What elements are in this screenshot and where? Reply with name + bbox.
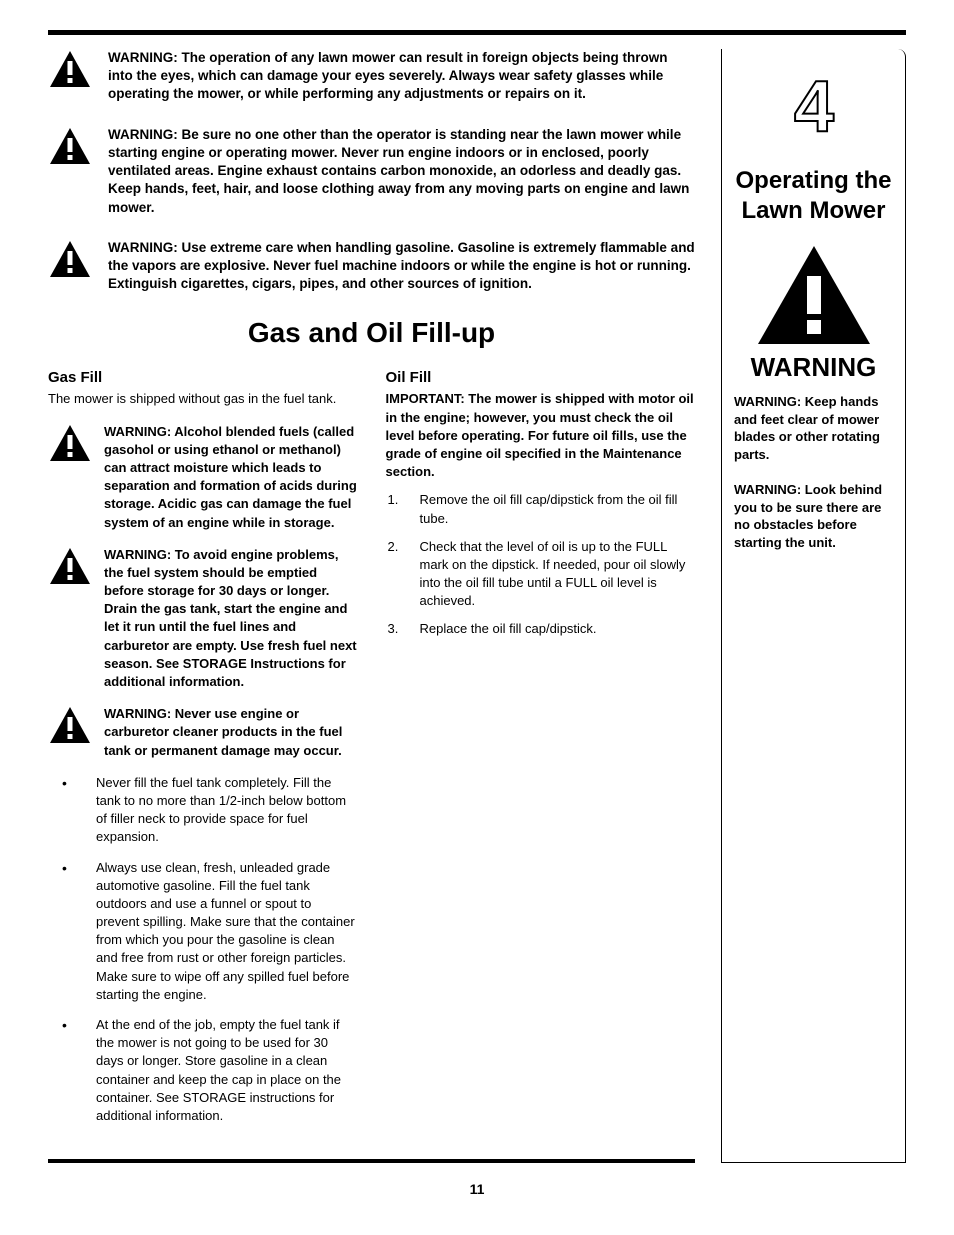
left-column: WARNING: The operation of any lawn mower… [48,49,703,1163]
list-item: Check that the level of oil is up to the… [386,538,696,611]
oil-fill-steps: Remove the oil fill cap/dipstick from th… [386,491,696,638]
gas-fill-bullets: Never fill the fuel tank completely. Fil… [48,774,358,1125]
bottom-rule [48,1159,695,1163]
section-title: Gas and Oil Fill-up [48,317,695,349]
list-item: Always use clean, fresh, unleaded grade … [48,859,358,1005]
warning-triangle-icon [48,705,92,745]
warning-text: WARNING: Be sure no one other than the o… [108,126,695,217]
list-item: Replace the oil fill cap/dipstick. [386,620,696,638]
warning-triangle-icon [754,242,874,348]
warning-triangle-icon [48,126,92,166]
top-rule [48,30,906,35]
warning-block: WARNING: Be sure no one other than the o… [48,126,695,217]
sidebar: 4 Operating the Lawn Mower WARNING WARNI… [721,49,906,1163]
warning-text: WARNING: To avoid engine problems, the f… [104,546,358,692]
warning-text: WARNING: Alcohol blended fuels (called g… [104,423,358,532]
main-content: WARNING: The operation of any lawn mower… [48,49,906,1163]
page-number: 11 [48,1181,906,1197]
sidebar-warning: WARNING: Keep hands and feet clear of mo… [734,393,893,463]
svg-text:4: 4 [793,69,833,147]
gas-fill-column: Gas Fill The mower is shipped without ga… [48,369,358,1137]
oil-fill-heading: Oil Fill [386,369,696,386]
warning-block: WARNING: Use extreme care when handling … [48,239,695,294]
warning-text: WARNING: Never use engine or carburetor … [104,705,358,760]
chapter-number-glyph: 4 [784,69,844,147]
sidebar-warning: WARNING: Look behind you to be sure ther… [734,481,893,551]
chapter-number: 4 [734,69,893,152]
warning-block: WARNING: Never use engine or carburetor … [48,705,358,760]
warning-triangle-icon [48,423,92,463]
oil-fill-important: IMPORTANT: The mower is shipped with mot… [386,390,696,481]
gas-fill-intro: The mower is shipped without gas in the … [48,390,358,408]
warning-block: WARNING: To avoid engine problems, the f… [48,546,358,692]
warning-label: WARNING [734,352,893,383]
list-item: Never fill the fuel tank completely. Fil… [48,774,358,847]
oil-fill-column: Oil Fill IMPORTANT: The mower is shipped… [386,369,696,1137]
chapter-title: Operating the Lawn Mower [734,166,893,226]
warning-triangle-icon [48,49,92,89]
warning-text: WARNING: The operation of any lawn mower… [108,49,695,104]
warning-block: WARNING: Alcohol blended fuels (called g… [48,423,358,532]
two-column-layout: Gas Fill The mower is shipped without ga… [48,369,695,1137]
list-item: At the end of the job, empty the fuel ta… [48,1016,358,1125]
warning-triangle-icon [48,239,92,279]
warning-text: WARNING: Use extreme care when handling … [108,239,695,294]
list-item: Remove the oil fill cap/dipstick from th… [386,491,696,527]
warning-triangle-icon [48,546,92,586]
warning-block: WARNING: The operation of any lawn mower… [48,49,695,104]
gas-fill-heading: Gas Fill [48,369,358,386]
